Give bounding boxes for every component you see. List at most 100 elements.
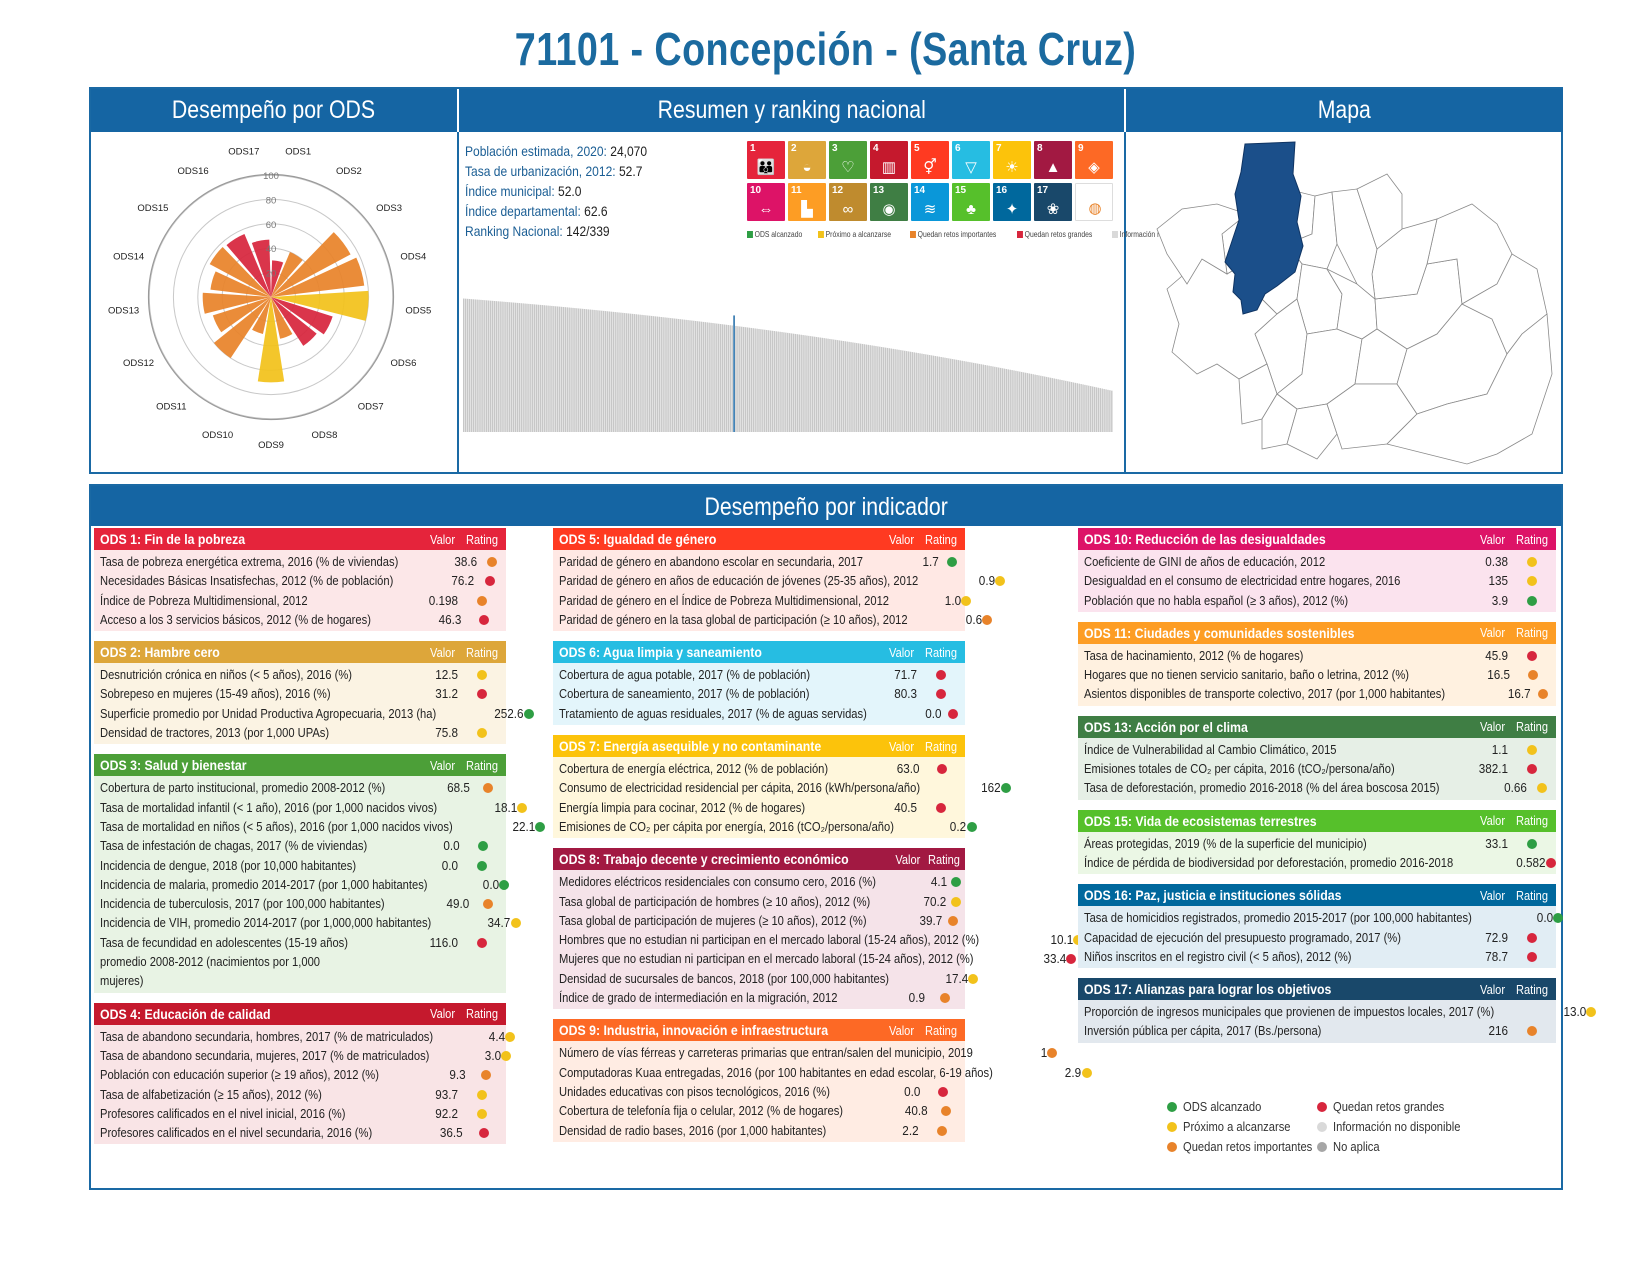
indicator-section-header: Desempeño por indicador — [91, 486, 1561, 526]
summary-stat-value: 142/339 — [562, 223, 610, 239]
heartbeat-icon: ♡ — [841, 159, 855, 176]
ods-panel-header: ODS 5: Igualdad de género Valor Rating — [553, 528, 965, 550]
indicator-row: Computadoras Kuaa entregadas, 2016 (por … — [553, 1063, 1092, 1082]
ranking-bar — [865, 344, 868, 432]
ranking-bar — [892, 348, 894, 432]
ranking-bar — [813, 336, 816, 432]
sdg-tile-12: 12 ∞ — [829, 183, 867, 221]
ranking-bar — [670, 318, 672, 432]
ranking-bar — [507, 302, 509, 432]
radial-bar-ods3 — [271, 232, 351, 297]
indicator-row: Incidencia de malaria, promedio 2014-201… — [94, 875, 509, 894]
ranking-bar — [1095, 387, 1098, 432]
rating-column-header: Rating — [466, 644, 498, 660]
indicator-value: 3.0 — [484, 1047, 502, 1063]
ods-panel: ODS 13: Acción por el clima Valor Rating Ín… — [1078, 715, 1556, 800]
ranking-bar — [489, 300, 492, 432]
indicator-name: Densidad de tractores, 2013 (por 1,000 U… — [100, 725, 330, 741]
ranking-bar — [944, 357, 946, 432]
ranking-bar — [602, 310, 605, 432]
value-column-header: Valor — [895, 851, 921, 867]
ranking-bar — [708, 322, 710, 432]
sdg-tile-number: 2 — [791, 143, 797, 154]
ranking-bar — [811, 336, 814, 432]
indicator-name: Paridad de género en el Índice de Pobrez… — [559, 592, 890, 608]
ranking-bar — [875, 346, 877, 432]
rating-dot-orange — [1527, 1026, 1537, 1037]
rating-dot-green — [535, 821, 546, 832]
ranking-bar — [579, 308, 582, 432]
ranking-bar — [543, 305, 545, 432]
indicator-row: Medidores eléctricos residenciales con c… — [553, 872, 965, 891]
indicator-value: 63.0 — [896, 761, 920, 777]
summary-stat-value: 24,070 — [606, 143, 648, 159]
ranking-bar — [735, 325, 737, 432]
rating-dot-orange — [482, 783, 493, 794]
value-column-header: Valor — [1480, 719, 1505, 735]
indicator-name: Cobertura de energía eléctrica, 2012 (% … — [559, 761, 829, 777]
rating-dot-green — [523, 708, 534, 719]
indicator-value: 4.4 — [489, 1028, 506, 1044]
indicator-section: Desempeño por indicador — [89, 484, 1563, 1190]
ranking-bar — [578, 308, 580, 432]
divider — [1124, 132, 1126, 472]
sun-icon: ☀ — [1005, 159, 1019, 176]
ods-panel: ODS 2: Hambre cero Valor Rating Desnutrició… — [94, 641, 534, 745]
indicator-name: Incidencia de VIH, promedio 2014-2017 (p… — [100, 915, 432, 931]
rating-dot-yellow — [1527, 576, 1537, 587]
sdg-tile-number: 3 — [832, 143, 838, 154]
rating-dot-red — [1527, 932, 1537, 943]
ranking-bar — [844, 341, 847, 432]
radial-category-label: ODS2 — [336, 166, 362, 177]
ranking-bar — [1043, 376, 1046, 432]
ranking-bar — [982, 364, 985, 432]
ods-panel: ODS 9: Industria, innovación e infraestr… — [553, 1019, 1092, 1142]
indicator-name: Profesores calificados en el nivel inici… — [100, 1105, 346, 1121]
ods-panel-title: ODS 3: Salud y bienestar — [100, 757, 247, 774]
radial-category-label: ODS9 — [258, 440, 284, 451]
ranking-bar — [480, 299, 482, 432]
ods-panel: ODS 7: Energía asequible y no contaminan… — [553, 735, 1011, 839]
ranking-bar — [911, 352, 914, 432]
indicator-value: 0.66 — [1504, 780, 1528, 796]
rating-dot-green — [1527, 838, 1537, 849]
rating-dot-red — [1545, 857, 1556, 868]
ranking-bar — [572, 307, 574, 432]
ranking-bar — [790, 333, 793, 432]
ranking-bar — [501, 301, 503, 432]
rating-dot-red — [936, 670, 946, 681]
indicator-row: Número de vías férreas y carreteras prim… — [553, 1043, 1058, 1062]
indicator-name: Hogares que no tienen servicio sanitario… — [1084, 667, 1410, 683]
ranking-bar — [658, 316, 661, 432]
value-column-header: Valor — [430, 531, 455, 547]
legend-label: No aplica — [1333, 1139, 1380, 1154]
indicator-value: 80.3 — [894, 686, 917, 702]
ranking-bar — [752, 328, 754, 432]
ods-panel-header: ODS 13: Acción por el clima Valor Rating — [1078, 715, 1556, 738]
sdg-tile-8: 8 ▲ — [1034, 141, 1072, 179]
value-column-header: Valor — [430, 757, 455, 773]
ranking-bar — [729, 325, 731, 432]
ranking-bar — [522, 303, 524, 432]
ods-panel: ODS 8: Trabajo decente y crecimiento eco… — [553, 848, 1083, 1010]
ranking-bar — [687, 320, 689, 432]
indicator-row: Tratamiento de aguas residuales, 2017 (%… — [553, 704, 965, 723]
indicator-value: 76.2 — [451, 573, 475, 589]
sdg-tile-number: 10 — [750, 185, 762, 196]
ranking-bar — [702, 321, 705, 432]
rating-dot-yellow — [960, 595, 971, 606]
ranking-bar — [817, 337, 820, 432]
indicator-row: Profesores calificados en el nivel secun… — [94, 1123, 506, 1142]
indicator-name: Asientos disponibles de transporte colec… — [1084, 686, 1446, 702]
indicator-name: Incidencia de malaria, promedio 2014-201… — [100, 876, 428, 892]
radial-category-label: ODS12 — [123, 358, 154, 369]
ranking-bar — [652, 316, 655, 432]
ranking-bar — [725, 324, 728, 432]
ranking-bar — [746, 327, 749, 432]
sdg-tile-number: 8 — [1037, 143, 1043, 154]
ranking-bar — [1003, 368, 1006, 432]
sdg-tile-number: 14 — [914, 185, 926, 196]
ranking-bar — [695, 320, 697, 432]
radial-bar-ods14 — [210, 271, 271, 297]
legend-label: Quedan retos grandes — [1333, 1099, 1445, 1114]
